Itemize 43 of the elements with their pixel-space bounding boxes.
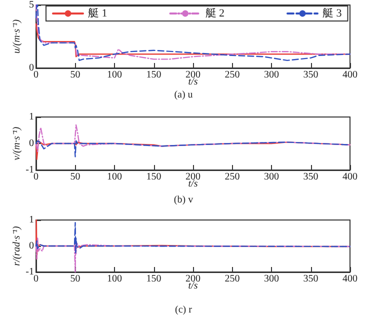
x-tick-label: 300	[264, 274, 279, 284]
x-axis-title: t/s	[188, 178, 198, 190]
x-tick-label: 50	[70, 172, 80, 182]
x-tick-label: 400	[342, 172, 358, 182]
x-tick-label: 150	[146, 274, 162, 284]
x-tick-label: 350	[303, 274, 318, 284]
y-tick-label: 5	[29, 0, 34, 10]
x-tick-label: 250	[224, 172, 240, 182]
y-axis-title: v/(m·s⁻¹)	[12, 126, 22, 160]
y-tick-label: 1	[29, 112, 34, 122]
y-tick-label: 0	[29, 62, 34, 74]
x-tick-label: 350	[303, 70, 318, 80]
text: (a) u	[174, 90, 193, 100]
x-tick-label: 100	[107, 274, 122, 284]
x-axis-title: t/s	[188, 76, 198, 88]
x-tick-label: 100	[107, 172, 122, 182]
x-tick-label: 400	[342, 70, 358, 80]
y-tick-label: 1	[29, 214, 34, 226]
x-tick-label: 400	[342, 274, 358, 284]
x-tick-label: 350	[303, 172, 318, 182]
legend-label: 艇 2	[205, 8, 224, 20]
x-tick-label: 50	[70, 274, 80, 284]
x-tick-label: 250	[224, 70, 240, 80]
line-series	[35, 222, 351, 254]
y-tick-label: 0	[29, 138, 34, 149]
x-tick-label: 250	[224, 274, 240, 284]
text: (b) v	[174, 194, 194, 206]
x-tick-label: 300	[264, 172, 279, 182]
x-tick-label: 150	[146, 172, 162, 182]
y-tick-label: -1	[26, 266, 34, 278]
x-tick-label: 300	[264, 70, 279, 80]
x-tick-label: 100	[107, 70, 122, 80]
x-tick-label: 150	[146, 70, 162, 80]
text: (c) r	[175, 304, 193, 316]
y-axis-title: u/(m·s⁻¹)	[12, 18, 22, 54]
x-axis-title: t/s	[188, 280, 198, 292]
line-series	[35, 124, 351, 152]
y-tick-label: 0	[29, 240, 34, 252]
legend-label: 艇 3	[322, 8, 342, 20]
y-axis-title: r/(rad·s⁻¹)	[12, 226, 22, 266]
x-tick-label: 50	[70, 70, 80, 80]
legend-label: 艇 1	[88, 8, 108, 20]
y-tick-label: -1	[26, 164, 34, 176]
